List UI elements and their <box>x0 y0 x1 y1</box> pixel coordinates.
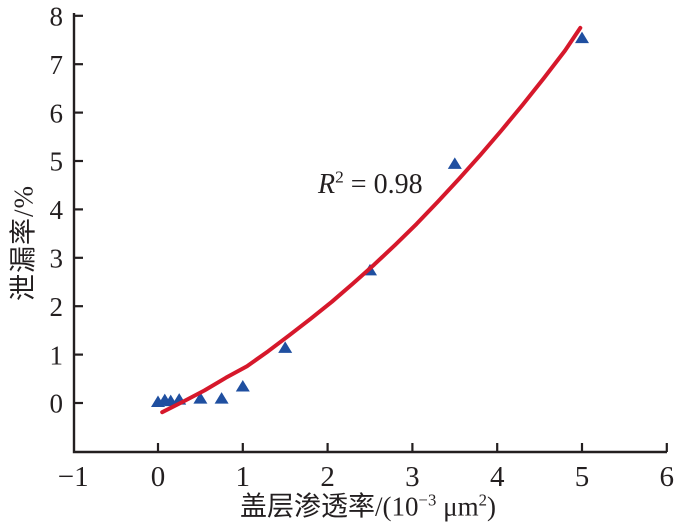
x-axis-title-unit: μm <box>436 491 479 522</box>
x-tick-label: 0 <box>151 461 166 493</box>
y-tick-label: 1 <box>50 340 64 370</box>
x-axis-title-text: 盖层渗透率/(10 <box>240 491 419 522</box>
r-squared-variable: R <box>318 169 336 200</box>
x-axis-title-close-paren: ) <box>486 491 496 522</box>
x-axis-title-exponent: −3 <box>418 490 437 510</box>
x-axis-title: 盖层渗透率/(10−3 μm2) <box>240 485 496 524</box>
r-squared-value: = 0.98 <box>343 169 423 200</box>
data-point-triangle <box>278 341 293 353</box>
axis-spine <box>72 13 667 454</box>
y-tick-label: 4 <box>50 195 64 225</box>
fit-curve-line <box>160 25 583 415</box>
x-axis-title-unit-exponent: 2 <box>478 490 487 510</box>
data-point-triangle <box>447 157 462 169</box>
data-point-triangle <box>575 31 589 44</box>
y-tick-label: 5 <box>50 147 64 177</box>
y-tick-label: 8 <box>50 2 64 32</box>
y-tick-label: 6 <box>50 98 64 128</box>
y-tick-label: 7 <box>50 50 64 80</box>
y-tick-label: 2 <box>50 292 64 322</box>
x-tick-label: 4 <box>490 461 505 493</box>
data-point-triangle <box>235 380 250 392</box>
r-squared-annotation: R2 = 0.98 <box>318 167 423 201</box>
r-squared-exponent: 2 <box>335 167 344 187</box>
x-tick-label: 2 <box>320 461 335 493</box>
y-tick-label: 3 <box>50 244 64 274</box>
data-point-triangle <box>214 392 229 404</box>
x-tick-label: −1 <box>58 461 89 493</box>
x-tick-label: 3 <box>405 461 420 493</box>
x-tick-label: 6 <box>660 461 674 493</box>
y-axis-title: 泄漏率/% <box>8 185 39 301</box>
x-tick-label: 5 <box>575 461 590 493</box>
data-point-triangle <box>193 392 208 404</box>
x-tick-label: 1 <box>236 461 251 493</box>
y-tick-label: 0 <box>50 389 64 419</box>
